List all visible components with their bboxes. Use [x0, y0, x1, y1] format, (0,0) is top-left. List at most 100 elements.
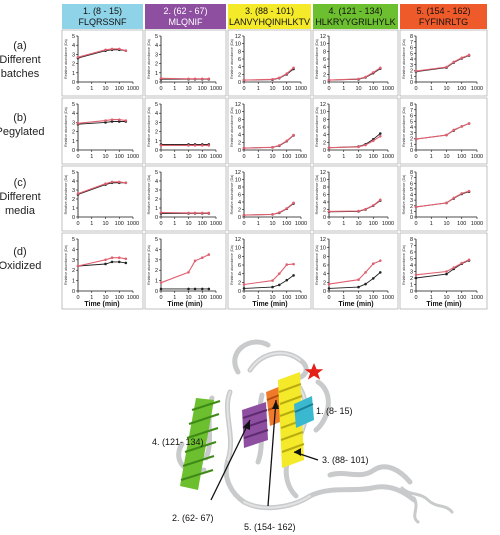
panel-c4-xtick-label-2: 10 — [355, 221, 361, 227]
panel-a1-xtick-label-1: 1 — [90, 86, 93, 92]
panel-d4-xtick-label-0: 0 — [327, 295, 330, 301]
panel-c3-ytick-label-5: 10 — [235, 178, 241, 184]
panel-a5-ytick-label-5: 5 — [410, 51, 413, 57]
panel-b4-series-red-point-1 — [357, 145, 360, 149]
panel-b2-xtick-label-4: 1000 — [210, 154, 222, 160]
panel-a1-series-red-point-4 — [124, 49, 128, 53]
panel-d2-xtick-label-4: 1000 — [210, 295, 222, 301]
row-c-letter: (c) — [14, 177, 27, 189]
panel-c4-series-red-point-2 — [364, 207, 367, 211]
arrowhead-5 — [272, 400, 279, 409]
panel-a2-xtick-label-4: 1000 — [210, 86, 222, 92]
panel-a2-xtick-label-1: 1 — [173, 86, 176, 92]
panel-c3-xtick-label-4: 1000 — [295, 221, 307, 227]
panel-d1-series-red-point-4 — [124, 257, 128, 261]
panel-d4-xtick-label-2: 10 — [355, 295, 361, 301]
panel-d4-ytick-label-4: 8 — [323, 254, 326, 260]
panel-b3-ytick-label-0: 0 — [238, 148, 241, 154]
panel-c5-series-red-point-3 — [460, 192, 464, 195]
panel-c5-xtick-label-0: 0 — [414, 221, 417, 227]
panel-a1: Relative abundance (Da) 0 1 2 3 4 5 0 1 10 100 1000 — [61, 29, 144, 97]
panel-d5-series-red-point-3 — [460, 261, 464, 265]
panel-b1-xtick-label-3: 100 — [115, 154, 124, 160]
panel-a5-xtick-label-4: 1000 — [471, 86, 483, 92]
panel-a3-ytick-label-5: 10 — [235, 42, 241, 48]
panel-b2: Relative abundance (Da) 0 1 2 3 4 5 0 1 10 100 1000 — [144, 97, 227, 165]
panel-b5-xtick-label-0: 0 — [414, 154, 417, 160]
panel-a1-ytick-label-2: 2 — [72, 62, 75, 68]
panel-d3-series-black-point-1 — [271, 285, 274, 289]
panel-d3-xtick-label-0: 0 — [242, 295, 245, 301]
panel-d3-series-red-point-0 — [242, 283, 246, 286]
panel-c5-ylabel: Relative abundance (Da) — [402, 175, 406, 215]
panel-d3: Relative abundance (Da) 0 2 4 6 8 10 12 0 1 10 100 1… — [227, 232, 312, 310]
panel-b2-ytick-label-3: 3 — [155, 120, 158, 126]
panel-b3-ylabel: Relative abundance (Da) — [230, 107, 234, 147]
panel-b2-series-red-point-2 — [193, 144, 197, 147]
panel-c4-xtick-label-1: 1 — [342, 221, 345, 227]
panel-c1-ytick-label-0: 0 — [72, 215, 75, 221]
panel-a5-xtick-label-3: 100 — [457, 86, 466, 92]
panel-d1-xtick-label-2: 10 — [102, 295, 108, 301]
col2-seq: MLQNIF — [168, 17, 203, 27]
panel-b1-series-red-point-2 — [110, 118, 114, 121]
panel-d5-border — [399, 232, 488, 310]
panel-c2-border — [144, 165, 227, 232]
panel-a3-series-red-point-1 — [271, 78, 274, 81]
panel-b4-border — [312, 97, 399, 165]
panel-d3-ytick-label-4: 8 — [238, 254, 241, 260]
panel-d3-border — [227, 232, 312, 310]
panel-a3-ytick-label-2: 4 — [238, 65, 241, 71]
panel-d4-series-red-point-0 — [327, 282, 331, 286]
panel-b1-series-red-point-0 — [76, 122, 80, 125]
row-d-letter: (d) — [13, 246, 26, 258]
panel-d5-ytick-label-6: 6 — [410, 250, 413, 256]
panel-b1-xtick-label-4: 1000 — [127, 154, 139, 160]
col3-seq: LANVYHQINHLKTV — [229, 17, 310, 27]
panel-d1-series-red-point-1 — [104, 258, 107, 262]
panel-a1-ytick-label-5: 5 — [72, 34, 75, 40]
panel-d3-series-black-point-2 — [277, 283, 281, 287]
panel-d4-ytick-label-2: 4 — [323, 272, 326, 278]
structure-label-3: 3. (88- 101) — [322, 455, 369, 465]
panel-d4-series-red-point-2 — [364, 271, 367, 274]
panel-b3-ytick-label-5: 10 — [235, 110, 241, 116]
panel-c3-ytick-label-1: 2 — [238, 208, 241, 214]
structure-label-1: 1. (8- 15) — [316, 406, 353, 416]
panel-c4-ytick-label-0: 0 — [323, 215, 326, 221]
panel-a2-border — [144, 29, 227, 97]
panel-c1: Relative abundance (Da) 0 1 2 3 4 5 0 1 10 100 1000 — [61, 165, 144, 232]
panel-b4-series-red-point-2 — [364, 143, 367, 147]
panel-b2-series-red-point-1 — [187, 144, 190, 147]
panel-d2-series-red-point-2 — [193, 259, 197, 263]
panel-d2-ytick-label-5: 5 — [155, 237, 158, 243]
panel-a1-ytick-label-1: 1 — [72, 71, 75, 77]
panel-b5-ytick-label-0: 0 — [410, 148, 413, 154]
panel-b1-series-black-point-2 — [110, 120, 114, 123]
panel-a3-series-red-point-3 — [285, 72, 289, 75]
panel-c4-ytick-label-5: 10 — [320, 178, 326, 184]
panel-d2-ytick-label-2: 2 — [155, 268, 158, 274]
panel-a5-border — [399, 29, 488, 97]
panel-b4-xtick-label-3: 100 — [369, 154, 378, 160]
panel-b2-xtick-label-1: 1 — [173, 154, 176, 160]
panel-d1-ytick-label-4: 4 — [72, 247, 75, 253]
panel-b5-xtick-label-2: 10 — [443, 154, 449, 160]
structure-label-2: 2. (62- 67) — [172, 513, 214, 523]
panel-c3-xtick-label-3: 100 — [282, 221, 291, 227]
panel-a4-ytick-label-6: 12 — [320, 34, 326, 40]
panel-d3-series-red-point-4 — [292, 262, 295, 266]
panel-c4-ytick-label-2: 4 — [323, 200, 326, 206]
panel-c2-series-red-point-1 — [187, 211, 190, 215]
row-d-line1: Oxidized — [0, 260, 41, 272]
panel-c4-series-red-point-4 — [378, 198, 382, 202]
panel-a2-series-red-point-4 — [207, 77, 211, 81]
panel-a4-ytick-label-0: 0 — [323, 80, 326, 86]
helix-2-purple — [242, 402, 269, 448]
panel-a2: Relative abundance (Da) 0 1 2 3 4 5 0 1 10 100 1000 — [144, 29, 227, 97]
panel-c4-border — [312, 165, 399, 232]
panel-c5-ytick-label-5: 5 — [410, 187, 413, 193]
panel-a3-ytick-label-1: 2 — [238, 72, 241, 78]
panel-c2-ytick-label-1: 1 — [155, 206, 158, 212]
